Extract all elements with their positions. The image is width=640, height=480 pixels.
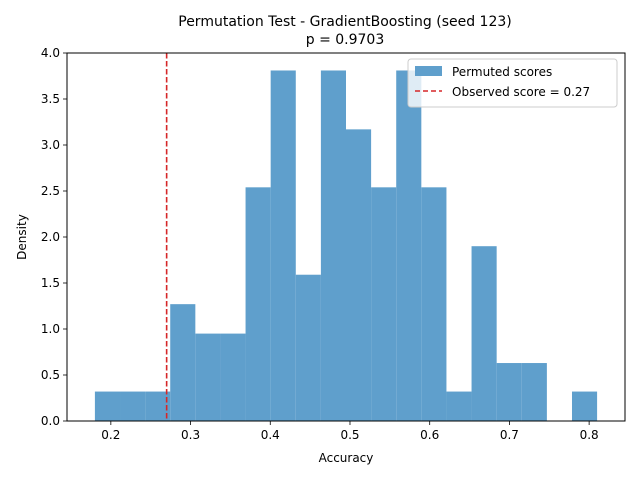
- y-axis-label: Density: [15, 214, 29, 260]
- histogram-bar-11: [371, 187, 397, 421]
- histogram-bar-14: [446, 391, 472, 421]
- legend: Permuted scores Observed score = 0.27: [407, 58, 618, 108]
- x-tick-label: 0.4: [261, 428, 280, 442]
- histogram-bar-5: [220, 333, 246, 421]
- histogram-bar-16: [496, 363, 522, 421]
- histogram-bar-0: [94, 391, 121, 421]
- histogram-bar-7: [270, 70, 296, 421]
- histogram-bar-19: [571, 391, 598, 421]
- x-tick-label: 0.2: [101, 428, 120, 442]
- x-tick-label: 0.3: [181, 428, 200, 442]
- y-tick-label: 1.0: [41, 322, 60, 336]
- chart-subtitle: p = 0.9703: [306, 32, 385, 48]
- x-tick-label: 0.8: [580, 428, 599, 442]
- x-axis-label: Accuracy: [319, 451, 374, 465]
- legend-label-permuted-scores: Permuted scores: [452, 65, 552, 79]
- x-tick-label: 0.7: [500, 428, 519, 442]
- y-tick-label: 2.5: [41, 184, 60, 198]
- histogram-bar-9: [320, 70, 346, 421]
- histogram-bar-10: [346, 129, 372, 422]
- legend-label-observed-score: Observed score = 0.27: [452, 85, 590, 99]
- y-tick-label: 0.0: [41, 414, 60, 428]
- x-tick-label: 0.5: [340, 428, 359, 442]
- y-axis-ticks: 0.0 0.5 1.0 1.5 2.0 2.5 3.0 3.5 4.0: [41, 46, 67, 428]
- x-axis-ticks: 0.2 0.3 0.4 0.5 0.6 0.7 0.8: [101, 421, 599, 442]
- legend-swatch-permuted-scores: [415, 66, 442, 76]
- chart-title: Permutation Test - GradientBoosting (see…: [178, 14, 512, 30]
- histogram-bar-4: [195, 333, 221, 421]
- y-tick-label: 0.5: [41, 368, 60, 382]
- histogram-bar-12: [396, 70, 422, 421]
- legend-box: [407, 58, 618, 108]
- x-tick-label: 0.6: [420, 428, 439, 442]
- y-tick-label: 4.0: [41, 46, 60, 60]
- histogram-bar-15: [471, 246, 497, 421]
- histogram-bar-6: [245, 187, 271, 421]
- histogram-bar-3: [170, 304, 196, 421]
- histogram-bar-13: [421, 187, 447, 421]
- y-tick-label: 3.0: [41, 138, 60, 152]
- histogram-bar-8: [295, 274, 321, 421]
- histogram-bar-1: [120, 391, 146, 421]
- axes-frame: [66, 52, 626, 422]
- histogram-bar-17: [521, 363, 547, 421]
- y-tick-label: 1.5: [41, 276, 60, 290]
- histogram-bars: [94, 70, 598, 422]
- y-tick-label: 2.0: [41, 230, 60, 244]
- y-tick-label: 3.5: [41, 92, 60, 106]
